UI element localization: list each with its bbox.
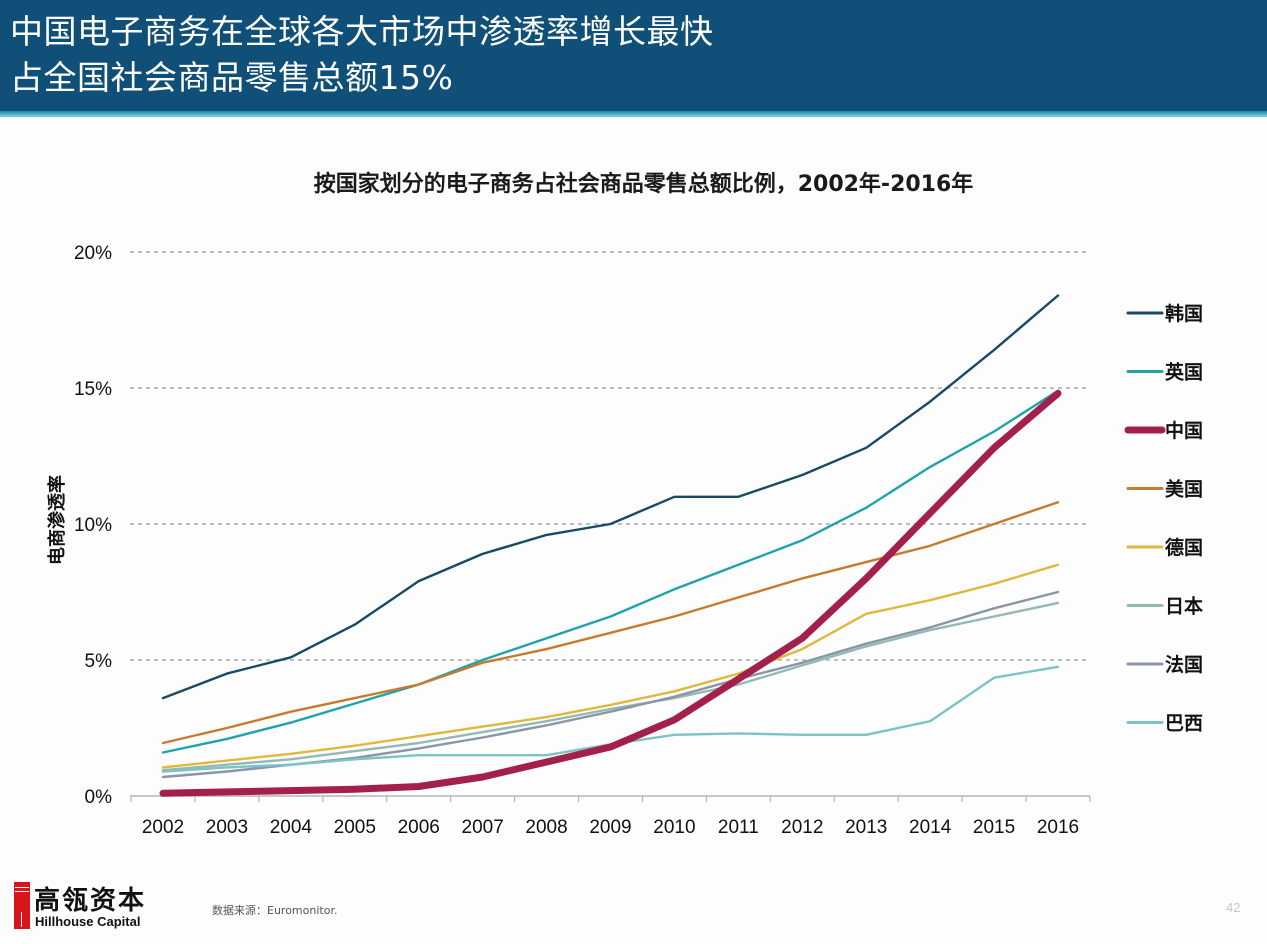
slide-header: 中国电子商务在全球各大市场中渗透率增长最快 占全国社会商品零售总额15%	[0, 0, 1267, 111]
chart-title: 按国家划分的电子商务占社会商品零售总额比例，2002年-2016年	[313, 172, 974, 197]
y-axis-ticks: 0% 5% 10% 15% 20%	[74, 243, 112, 808]
series-line-8	[161, 665, 1060, 773]
x-tick-label: 2002	[142, 817, 184, 838]
x-tick-label: 2008	[525, 817, 567, 838]
x-tick-label: 2009	[589, 817, 631, 838]
gridlines	[130, 251, 1090, 661]
series-line-4	[161, 501, 1060, 745]
x-tick-label: 2003	[206, 817, 248, 838]
y-tick-label: 15%	[74, 379, 112, 400]
x-tick-label: 2016	[1037, 817, 1079, 838]
y-tick-label: 0%	[85, 787, 113, 808]
x-tick-label: 2010	[653, 817, 695, 838]
y-axis-label: 电商渗透率	[46, 475, 68, 565]
legend-label: 法国	[1165, 653, 1203, 676]
slide-title-line-1: 中国电子商务在全球各大市场中渗透率增长最快	[10, 12, 714, 51]
legend-label: 美国	[1165, 478, 1203, 501]
legend-label: 德国	[1165, 536, 1203, 559]
x-tick-label: 2006	[398, 817, 440, 838]
x-tick-label: 2015	[973, 817, 1015, 838]
legend-label: 中国	[1165, 419, 1203, 442]
x-tick-label: 2012	[781, 817, 823, 838]
x-tick-label: 2014	[909, 817, 952, 838]
legend-label: 巴西	[1165, 713, 1203, 735]
slide-title-line-2: 占全国社会商品零售总额15%	[10, 58, 454, 97]
x-tick-label: 2004	[270, 817, 313, 838]
legend-item: 韩国	[1126, 302, 1203, 325]
x-tick-label: 2005	[334, 817, 376, 838]
series-line-3	[159, 389, 1062, 797]
data-source-note: 数据来源：Euromonitor.	[212, 904, 338, 917]
legend-label: 英国	[1165, 361, 1203, 384]
legend-item: 巴西	[1126, 713, 1203, 735]
y-tick-label: 10%	[74, 515, 112, 536]
series-line-5	[161, 563, 1060, 769]
y-tick-label: 20%	[74, 243, 112, 264]
legend-item: 法国	[1126, 653, 1203, 676]
legend-label: 韩国	[1165, 302, 1203, 325]
series-line-6	[161, 601, 1060, 772]
series-line-1	[161, 294, 1060, 700]
legend-item: 英国	[1126, 361, 1203, 384]
brand-name-en: Hillhouse Capital	[35, 914, 141, 929]
legend-item: 美国	[1126, 478, 1203, 501]
page-number: 42	[1226, 900, 1241, 915]
legend-item: 德国	[1126, 536, 1203, 559]
x-axis: 2002 2003 2004 2005 2006 2007 2008 2009 2010 2011…	[130, 795, 1091, 838]
header-accent-stripe	[0, 111, 1267, 117]
brand-name-cn: 高瓴资本	[34, 886, 147, 916]
x-tick-label: 2013	[845, 817, 887, 838]
series-lines	[159, 294, 1062, 797]
legend-item: 中国	[1124, 419, 1203, 442]
y-tick-label: 5%	[85, 651, 113, 672]
x-tick-label: 2007	[462, 817, 504, 838]
legend-label: 日本	[1165, 595, 1203, 618]
legend-item: 日本	[1126, 595, 1203, 618]
x-tick-label: 2011	[718, 817, 759, 838]
hillhouse-logo-icon	[14, 882, 30, 929]
series-line-2	[161, 389, 1060, 754]
